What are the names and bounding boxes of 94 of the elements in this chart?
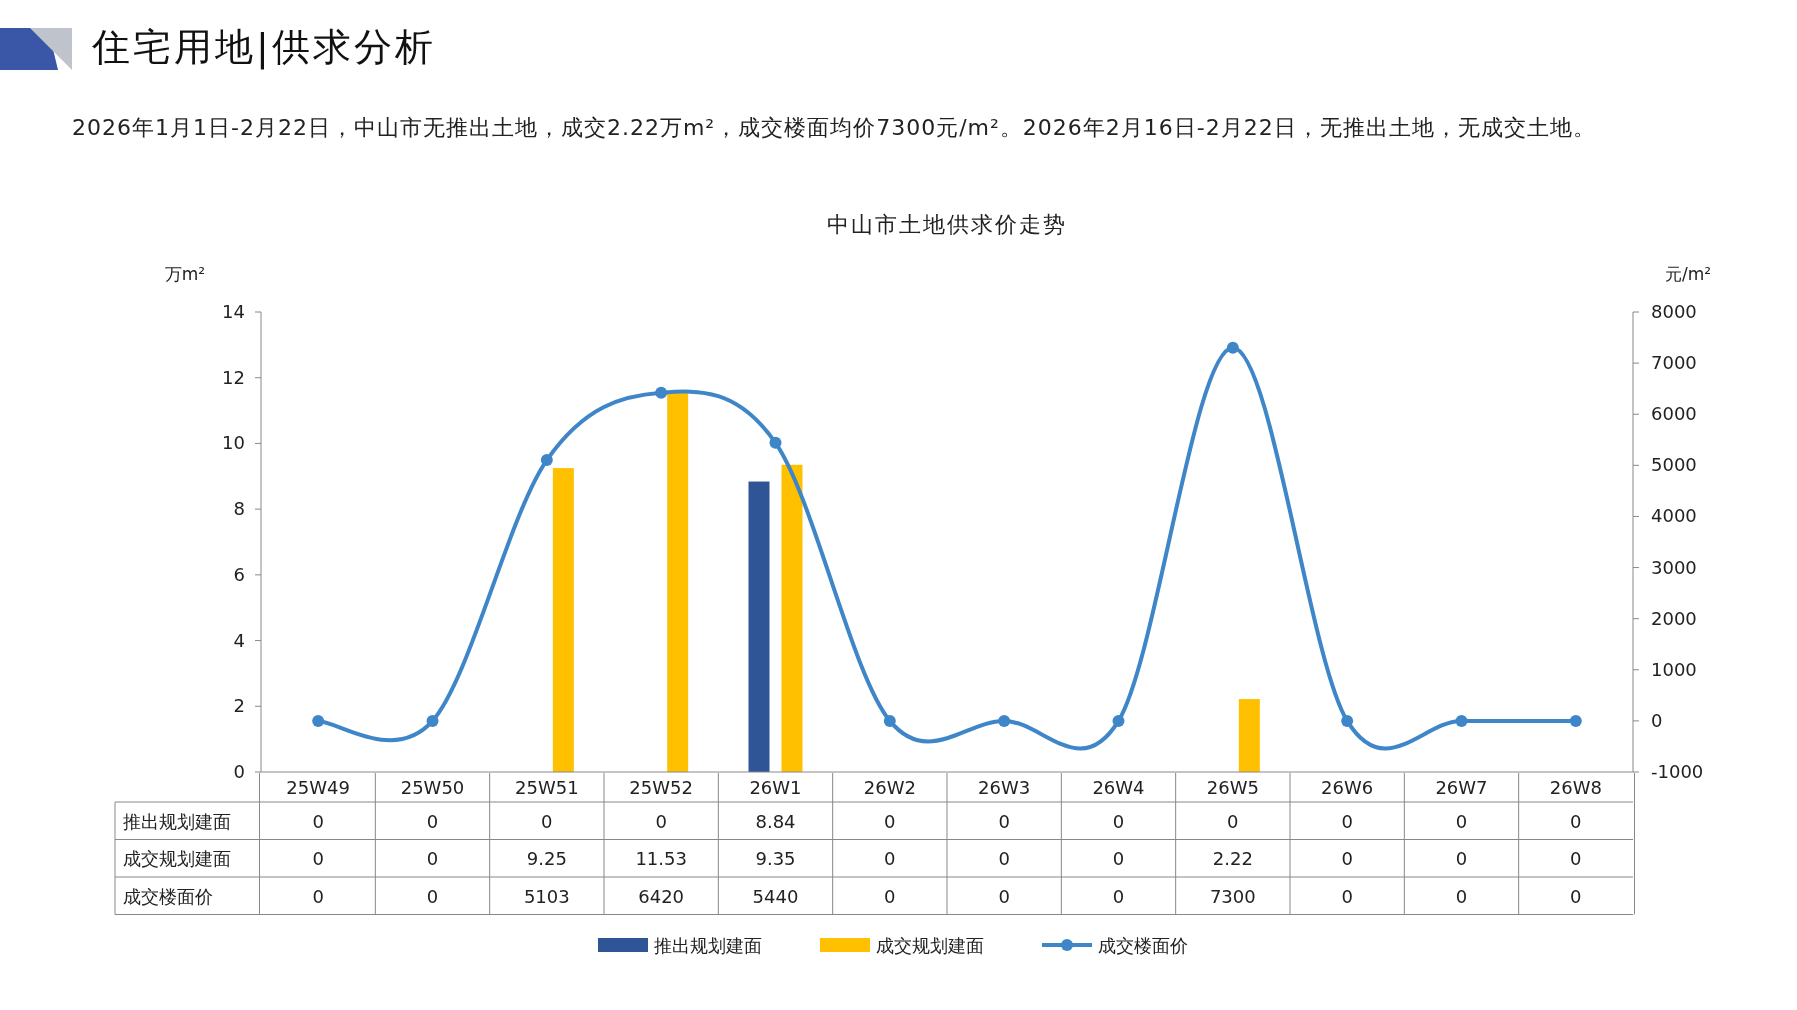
data-label: 0 [426,885,439,907]
bar [1238,699,1260,772]
y2-tick-label: 1000 [1651,658,1697,680]
chart-title: 中山市土地供求价走势 [827,212,1067,237]
x-tick-label: 26W3 [978,777,1031,798]
x-tick-label: 26W4 [1092,777,1145,798]
data-label: 0 [312,810,324,832]
point [655,386,668,399]
y2-axis-title: 元/m² [1664,264,1712,284]
y-tick-label: 4 [233,629,245,651]
y2-tick-label: 7000 [1651,352,1697,374]
data-label: 0 [1341,885,1353,907]
x-tick-label: 26W5 [1206,777,1259,798]
data-label: 0 [541,810,553,832]
x-tick-label: 26W8 [1549,777,1602,798]
x-tick-label: 25W49 [286,777,350,798]
point [426,714,439,727]
bar [748,481,770,772]
data-label: 6420 [638,885,685,907]
y-tick-label: 8 [233,498,245,520]
data-label: 0 [1455,885,1468,907]
data-label: 0 [426,810,439,832]
y-tick-label: 0 [233,761,245,782]
y2-tick-label: 0 [1651,709,1663,731]
x-tick-label: 25W51 [515,777,579,798]
y-tick-label: 6 [233,563,245,585]
data-label: 5103 [523,885,570,907]
y2-tick-label: 8000 [1651,301,1697,322]
text: 2026年1月1日-2月22日，中山市无推出土地，成交2.22万m²，成交楼面均价7300元/m²。2026年2月16日-2月22日，无推出土地，无成交土地。 [72,114,1597,142]
data-label: 0 [1570,885,1582,907]
data-label: 0 [1227,810,1239,832]
y-tick-label: 10 [222,432,245,454]
data-label: 0 [998,885,1010,907]
point [1341,714,1354,727]
data-label: 0 [998,848,1010,870]
text: 成交楼面价 [123,885,213,907]
data-label: 9.35 [755,848,796,870]
data-label: 0 [1112,810,1125,832]
data-label: 0 [312,848,324,870]
y2-tick-label: 5000 [1651,454,1697,476]
data-label: 0 [1112,848,1125,870]
x-tick-label: 25W50 [400,777,465,798]
y2-tick-label: 6000 [1651,403,1697,425]
data-label: 0 [1455,848,1468,870]
data-label: 0 [1341,848,1353,870]
point [1569,714,1582,727]
data-label: 0 [1455,810,1468,832]
data-label: 0 [998,810,1010,832]
point [998,714,1011,727]
data-label: 0 [1570,810,1582,832]
point [312,714,325,727]
data-label: 11.53 [635,848,687,870]
bar [781,464,803,772]
point [1455,714,1468,727]
y2-tick-label: -1000 [1651,761,1704,782]
y2-tick-label: 2000 [1651,607,1697,629]
data-label: 0 [884,810,896,832]
data-label: 0 [1570,848,1582,870]
data-label: 9.25 [526,848,567,870]
legend-label: 成交规划建面 [876,935,984,956]
point [540,454,553,467]
data-label: 0 [1112,885,1125,907]
x-tick-label: 26W1 [749,777,802,798]
x-tick-label: 26W2 [863,777,916,798]
y-tick-label: 12 [222,366,245,388]
data-label: 0 [312,885,324,907]
point [1112,714,1125,727]
y-axis-title: 万m² [164,264,206,284]
data-label: 2.22 [1212,848,1253,870]
data-label: 0 [1341,810,1353,832]
y2-tick-label: 4000 [1651,505,1697,527]
data-label: 0 [426,848,439,870]
x-tick-label: 25W52 [629,777,693,798]
point [769,436,782,449]
legend-label: 成交楼面价 [1098,935,1188,956]
text: 推出规划建面 [123,810,231,832]
x-tick-label: 26W7 [1435,777,1488,798]
data-label: 0 [655,810,667,832]
data-label: 0 [884,848,896,870]
x-tick-label: 26W6 [1321,777,1374,798]
y2-tick-label: 3000 [1651,556,1697,578]
text: 住宅用地|供求分析 [92,24,436,72]
data-label: 0 [884,885,896,907]
y-tick-label: 14 [222,301,245,322]
y-tick-label: 2 [233,695,245,717]
bar [667,393,689,772]
bar [552,468,574,772]
point [883,714,896,727]
legend-label: 推出规划建面 [654,935,762,956]
data-label: 8.84 [755,810,796,832]
data-label: 5440 [752,885,799,907]
point [1226,341,1239,354]
data-label: 7300 [1209,885,1256,907]
text: 成交规划建面 [123,848,231,870]
